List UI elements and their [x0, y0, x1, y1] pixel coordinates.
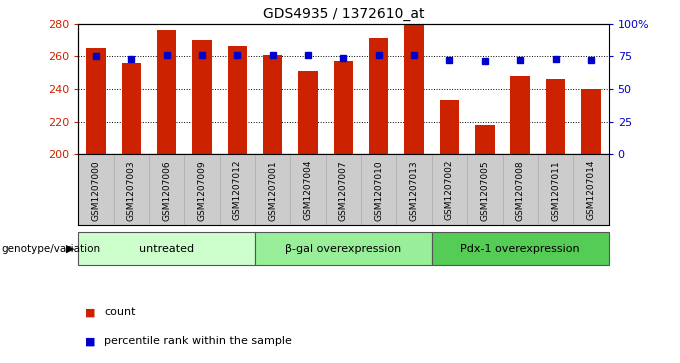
Text: GSM1207007: GSM1207007 — [339, 160, 348, 221]
Text: genotype/variation: genotype/variation — [1, 244, 101, 254]
Text: GSM1207001: GSM1207001 — [268, 160, 277, 221]
Text: GSM1207003: GSM1207003 — [126, 160, 136, 221]
Bar — [228, 46, 247, 154]
Bar — [440, 101, 459, 154]
Text: GSM1207002: GSM1207002 — [445, 160, 454, 220]
Bar — [192, 40, 211, 154]
Bar — [546, 79, 565, 154]
Text: ■: ■ — [85, 336, 95, 346]
Title: GDS4935 / 1372610_at: GDS4935 / 1372610_at — [262, 7, 424, 21]
Text: GSM1207006: GSM1207006 — [162, 160, 171, 221]
Text: GSM1207014: GSM1207014 — [586, 160, 596, 220]
Bar — [122, 63, 141, 154]
Bar — [299, 71, 318, 154]
Bar — [86, 48, 105, 154]
Bar — [334, 61, 353, 154]
Text: GSM1207009: GSM1207009 — [197, 160, 207, 221]
Bar — [263, 54, 282, 154]
Text: Pdx-1 overexpression: Pdx-1 overexpression — [460, 244, 580, 254]
Bar — [157, 30, 176, 154]
Bar — [475, 125, 494, 154]
Text: GSM1207005: GSM1207005 — [480, 160, 490, 221]
Text: GSM1207013: GSM1207013 — [409, 160, 419, 221]
Bar — [581, 89, 600, 154]
Text: untreated: untreated — [139, 244, 194, 254]
Bar — [369, 38, 388, 154]
Bar — [432, 232, 609, 265]
Bar — [511, 76, 530, 154]
Bar — [78, 232, 255, 265]
Text: GSM1207004: GSM1207004 — [303, 160, 313, 220]
Bar — [255, 232, 432, 265]
Bar — [405, 24, 424, 154]
Text: GSM1207000: GSM1207000 — [91, 160, 101, 221]
Text: GSM1207008: GSM1207008 — [515, 160, 525, 221]
Text: GSM1207012: GSM1207012 — [233, 160, 242, 220]
Text: count: count — [104, 307, 135, 317]
Text: GSM1207011: GSM1207011 — [551, 160, 560, 221]
Text: GSM1207010: GSM1207010 — [374, 160, 384, 221]
Text: β-gal overexpression: β-gal overexpression — [286, 244, 401, 254]
Text: percentile rank within the sample: percentile rank within the sample — [104, 336, 292, 346]
Text: ▶: ▶ — [66, 244, 75, 254]
Text: ■: ■ — [85, 307, 95, 317]
